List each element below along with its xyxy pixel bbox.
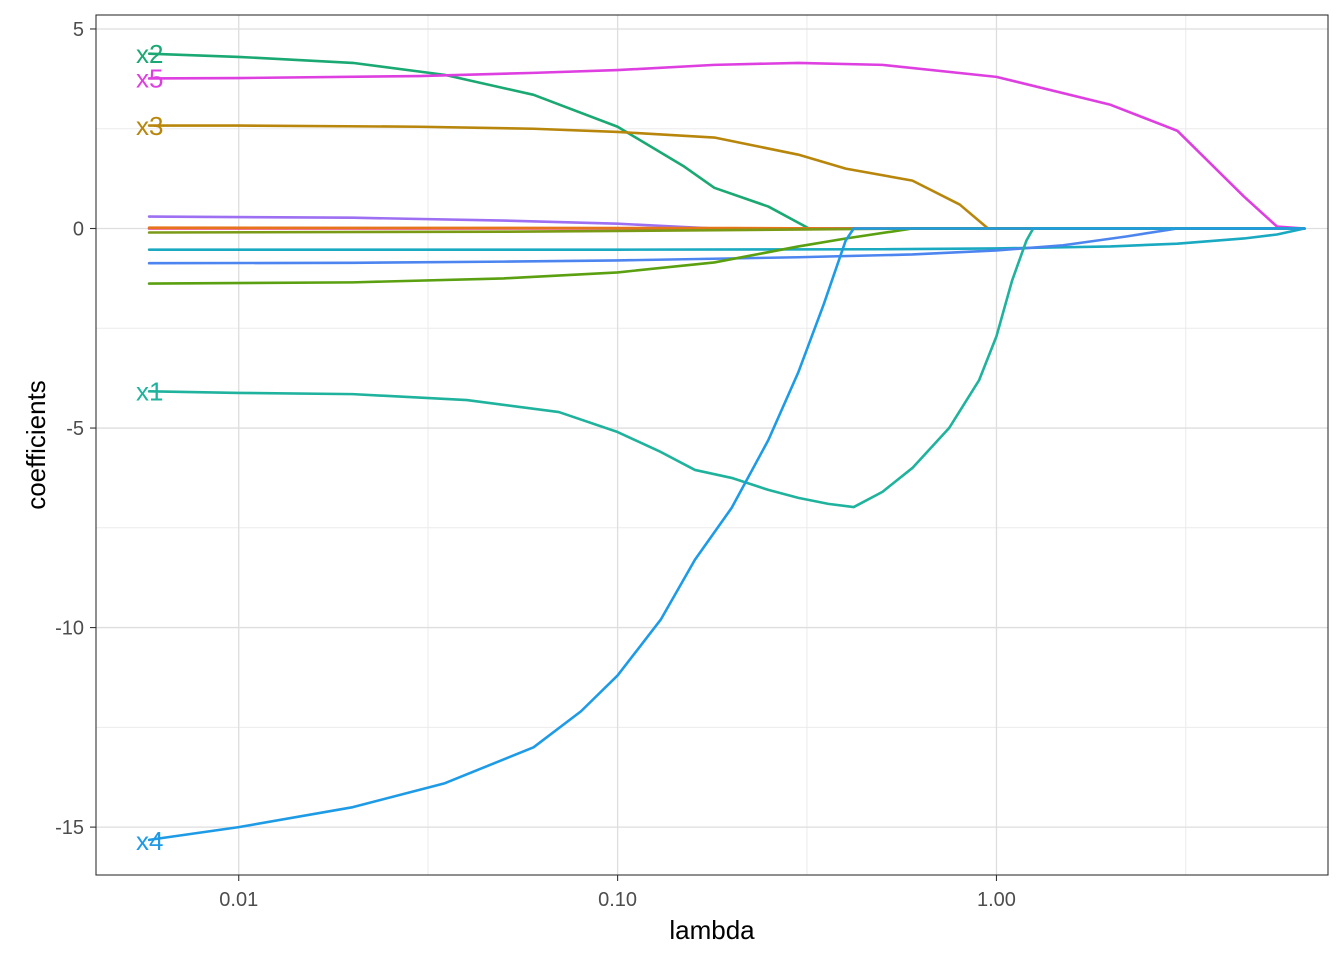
- y-tick-label: -5: [66, 418, 84, 440]
- series-label-x3: x3: [136, 111, 163, 141]
- y-tick-label: 5: [73, 19, 84, 41]
- series-label-x1: x1: [136, 376, 163, 406]
- series-label-x4: x4: [136, 826, 163, 856]
- series-label-x5: x5: [136, 63, 163, 93]
- series-line-unlabeled-8: [147, 227, 1306, 265]
- x-axis-ticks: 0.01 0.10 1.00: [219, 875, 1016, 911]
- panel-border: [95, 14, 1329, 876]
- x-tick-label: 1.00: [977, 889, 1016, 911]
- y-tick-label: 0: [73, 219, 84, 241]
- y-tick-label: -10: [55, 618, 84, 640]
- x-axis-title: lambda: [669, 915, 755, 945]
- series-lines: [147, 52, 1306, 842]
- x-tick-label: 0.01: [219, 889, 258, 911]
- series-line-x3: [147, 124, 1306, 230]
- x-tick-label: 0.10: [598, 889, 637, 911]
- series-line-unlabeled-7: [147, 227, 1306, 251]
- y-tick-label: -15: [55, 817, 84, 839]
- series-label-x2: x2: [136, 39, 163, 69]
- series-line-x4: [147, 227, 1306, 842]
- series-line-x2: [147, 52, 1306, 230]
- series-line-x5: [147, 61, 1306, 230]
- series-line-x1: [147, 227, 1306, 509]
- y-axis-ticks: 5 0 -5 -10 -15: [55, 19, 96, 839]
- y-axis-title: coefficients: [21, 380, 51, 510]
- series-line-unlabeled-9: [147, 227, 1306, 285]
